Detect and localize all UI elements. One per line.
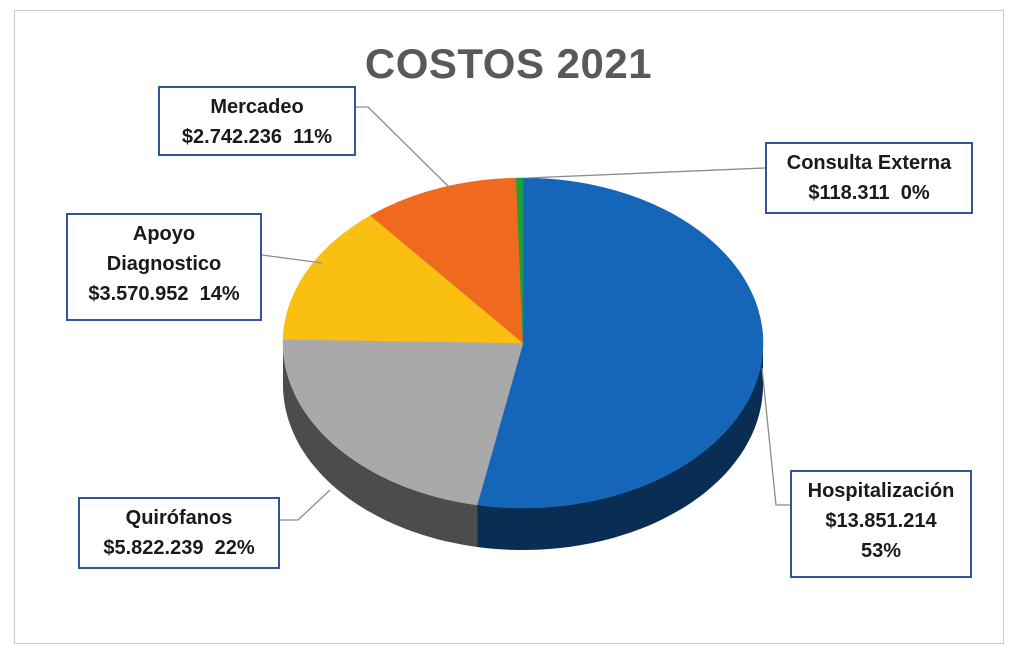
label-quirofanos-name: Quirófanos — [125, 507, 233, 529]
pie-depth-0 — [477, 343, 763, 550]
label-apoyo-name-2: Diagnostico — [106, 253, 222, 275]
pie-depth-group — [283, 343, 763, 550]
label-hospitalizacion-pct: 53% — [860, 540, 902, 562]
label-consulta-value: $118.311 0% — [808, 182, 930, 204]
pie-slice-1 — [282, 338, 524, 506]
label-apoyo-value: $3.570.952 14% — [88, 283, 240, 305]
label-quirofanos: Quirófanos $5.822.239 22% — [78, 497, 280, 569]
pie-slice-0 — [476, 177, 764, 509]
leader-lines-group — [261, 106, 790, 521]
label-hospitalizacion: Hospitalización $13.851.214 53% — [790, 470, 972, 578]
leader-consulta — [526, 167, 766, 179]
pie-slice-3 — [370, 177, 524, 344]
label-apoyo-name-1: Apoyo — [132, 223, 196, 245]
label-consulta-name: Consulta Externa — [786, 152, 952, 174]
label-hospitalizacion-value: $13.851.214 — [825, 510, 937, 532]
chart-title: COSTOS 2021 — [364, 40, 653, 87]
label-consulta-externa: Consulta Externa $118.311 0% — [765, 142, 973, 214]
pie-slice-4 — [515, 177, 524, 344]
label-mercadeo-value: $2.742.236 11% — [181, 126, 333, 148]
pie-depth-1 — [283, 343, 478, 547]
pie-slices-group — [282, 177, 764, 509]
label-quirofanos-value: $5.822.239 22% — [103, 537, 255, 559]
leader-mercadeo — [356, 106, 451, 189]
label-hospitalizacion-name: Hospitalización — [807, 480, 955, 502]
label-mercadeo-name: Mercadeo — [210, 96, 304, 118]
label-mercadeo: Mercadeo $2.742.236 11% — [158, 86, 356, 156]
leader-quirofanos — [280, 489, 331, 521]
leader-hospitalizacion — [761, 367, 790, 506]
leader-apoyo — [261, 254, 323, 264]
label-apoyo-diagnostico: Apoyo Diagnostico $3.570.952 14% — [66, 213, 262, 321]
pie-slice-2 — [282, 215, 524, 344]
